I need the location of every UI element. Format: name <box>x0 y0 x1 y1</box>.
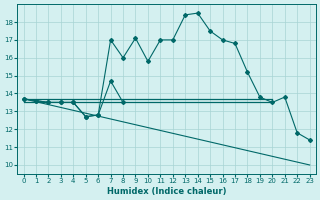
X-axis label: Humidex (Indice chaleur): Humidex (Indice chaleur) <box>107 187 226 196</box>
